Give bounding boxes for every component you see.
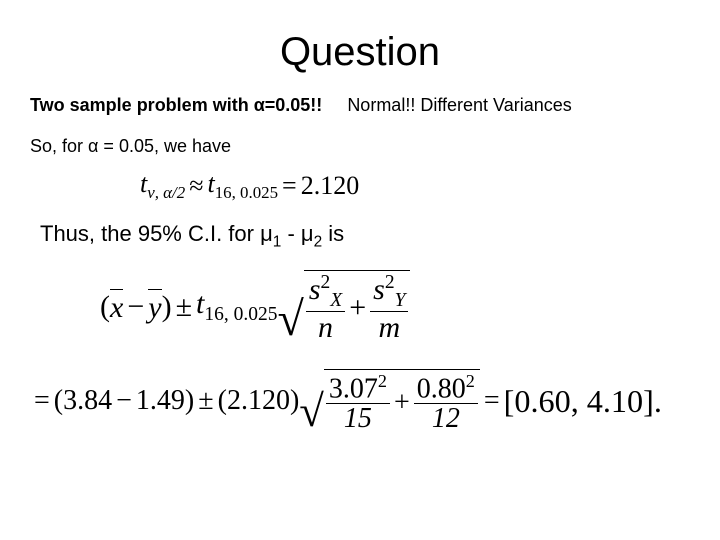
eq3-frac1: 3.072 15 (326, 372, 390, 434)
eq3-open1: ( (54, 385, 63, 417)
eq3-result: [0.60, 4.10]. (504, 383, 662, 420)
equation-t-value: tν, α/2 ≈ t16, 0.025 = 2.120 (140, 169, 690, 203)
eq3-open2: ( (218, 385, 227, 417)
eq3-minus: − (112, 385, 136, 417)
eq2-lpar: ( (100, 290, 110, 324)
eq2-pm: ± (172, 290, 196, 324)
eq3-close2: ) (290, 385, 299, 417)
eq2-t: t16, 0.025 (196, 287, 277, 326)
line-thus: Thus, the 95% C.I. for μ1 - μ2 is (40, 221, 690, 251)
eq2-frac1: s2X n (306, 273, 345, 344)
eq3-sqrt: √ 3.072 15 + 0.802 12 (299, 369, 480, 434)
equation-ci-formula: ( x − y ) ± t16, 0.025 √ s2X n + s2Y (100, 270, 690, 344)
slide-title: Question (30, 30, 690, 75)
slide: Question Two sample problem with α=0.05!… (0, 0, 720, 540)
eq1-val: 2.120 (301, 171, 360, 201)
eq3-tval: 2.120 (227, 385, 290, 417)
line-so: So, for α = 0.05, we have (30, 136, 690, 157)
eq2-minus: − (123, 290, 148, 324)
eq3-b: 1.49 (136, 385, 185, 417)
eq3-eq2: = (480, 385, 504, 417)
thus-pre: Thus, the 95% C.I. for μ (40, 221, 273, 246)
thus-sub2: 2 (314, 234, 323, 251)
eq1-t1: tν, α/2 (140, 169, 185, 203)
eq3-eq1: = (30, 385, 54, 417)
eq2-rpar: ) (162, 290, 172, 324)
eq1-t2: t16, 0.025 (207, 169, 278, 203)
thus-post: is (322, 221, 344, 246)
line-problem: Two sample problem with α=0.05!! Normal!… (30, 95, 690, 116)
eq2-xbar: x (110, 289, 123, 325)
thus-mid: - μ (281, 221, 313, 246)
eq2-plus: + (345, 291, 370, 325)
eq3-pm: ± (194, 385, 217, 417)
eq2-ybar: y (148, 289, 161, 325)
eq1-approx: ≈ (185, 171, 207, 201)
eq3-a: 3.84 (63, 385, 112, 417)
problem-normal: Normal!! Different Variances (347, 95, 571, 115)
problem-alpha: Two sample problem with α=0.05!! (30, 95, 322, 115)
eq2-sqrt: √ s2X n + s2Y m (278, 270, 411, 344)
equation-ci-numeric: = ( 3.84 − 1.49 ) ± ( 2.120 ) √ 3.072 15… (30, 369, 690, 434)
eq3-frac2: 0.802 12 (414, 372, 478, 434)
eq3-plus: + (390, 387, 414, 419)
eq1-eq: = (278, 171, 301, 201)
eq3-close1: ) (185, 385, 194, 417)
eq2-frac2: s2Y m (370, 273, 408, 344)
